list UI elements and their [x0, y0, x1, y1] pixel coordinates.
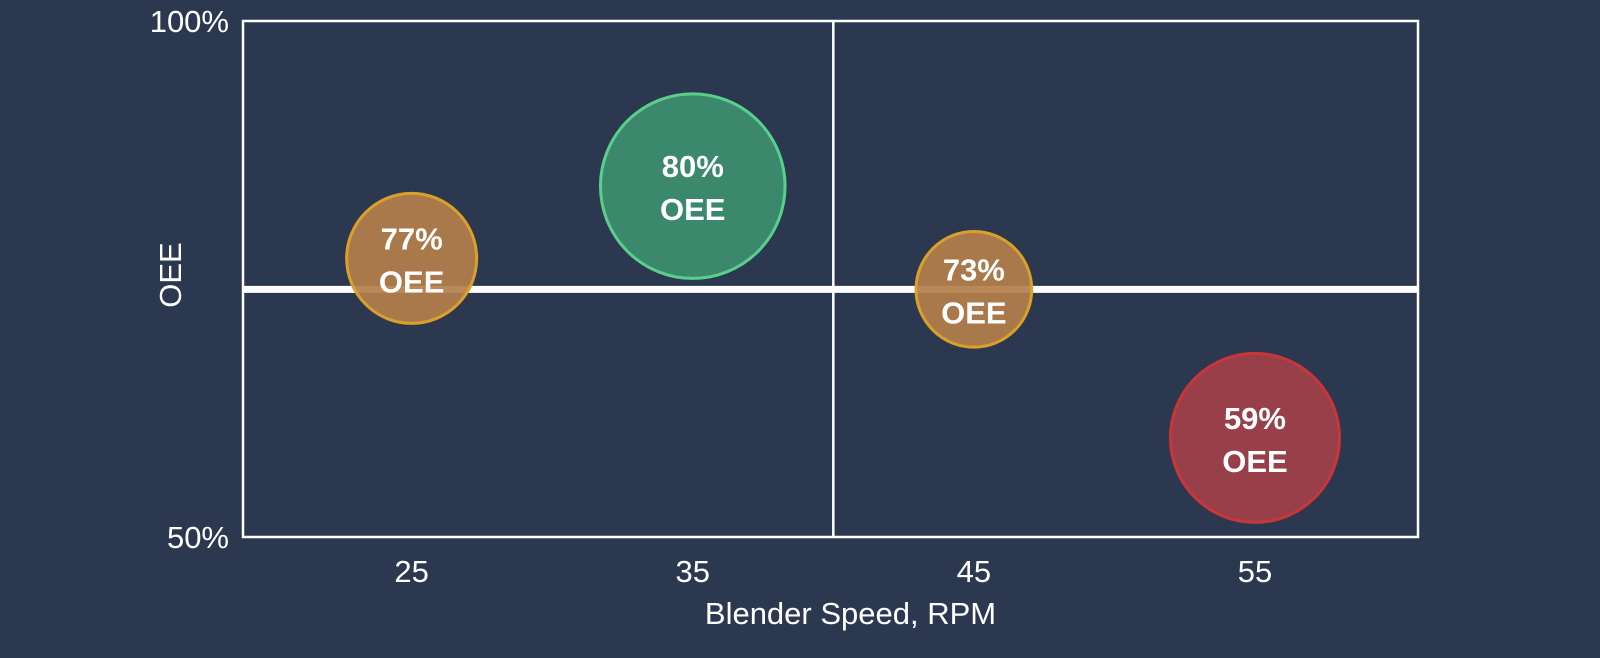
bubble-value-label: 73% — [943, 252, 1005, 287]
bubble-73-pct: 73% OEE — [914, 229, 1034, 349]
bubble-value-label: 80% — [662, 149, 724, 184]
bubble-metric-label: OEE — [379, 264, 444, 299]
x-axis-label: Blender Speed, RPM — [705, 596, 996, 631]
bubble-value-label: 77% — [381, 221, 443, 256]
bubble-metric-label: OEE — [660, 192, 725, 227]
x-tick-label: 55 — [1238, 554, 1272, 589]
x-tick-label: 35 — [676, 554, 710, 589]
y-tick-label: 50% — [167, 520, 229, 555]
bubble-77-pct: 77% OEE — [345, 191, 479, 325]
bubble-mark — [914, 229, 1034, 349]
plot-area — [241, 19, 1420, 539]
bubble-mark — [345, 191, 479, 325]
bubble-mark — [598, 92, 787, 280]
bubble-80-pct: 80% OEE — [598, 92, 787, 280]
bubble-59-pct: 59% OEE — [1168, 351, 1341, 524]
x-tick-label: 25 — [394, 554, 428, 589]
x-tick-label: 45 — [957, 554, 991, 589]
y-tick-label: 100% — [150, 4, 229, 39]
bubble-metric-label: OEE — [941, 295, 1006, 330]
bubble-value-label: 59% — [1224, 401, 1286, 436]
y-axis-label: OEE — [153, 242, 188, 307]
bubble-metric-label: OEE — [1222, 444, 1287, 479]
bubble-mark — [1168, 351, 1341, 524]
